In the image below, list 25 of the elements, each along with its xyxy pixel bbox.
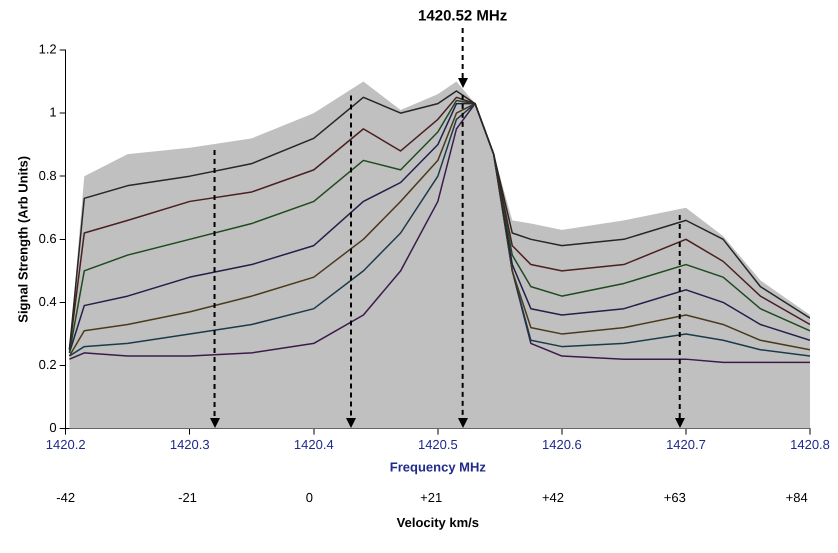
y-tick-label: 0.2 (38, 357, 57, 372)
ref-line-label: 1420.52 MHz (418, 8, 508, 25)
x-tick-label: 1420.8 (790, 436, 830, 452)
x2-tick-label: 0 (306, 490, 313, 506)
x2-tick-label: -21 (178, 490, 197, 506)
x2-tick-label: -42 (56, 490, 76, 506)
x-tick-label: 1420.7 (666, 436, 706, 452)
y-tick-label: 0.6 (38, 230, 57, 246)
y-tick-label: 0.8 (38, 168, 57, 183)
x-tick-label: 1420.3 (170, 436, 210, 452)
x2-tick-label: +42 (542, 490, 564, 506)
x2-tick-label: +21 (420, 490, 442, 506)
x-tick-label: 1420.2 (46, 436, 86, 452)
x2-axis-title: Velocity km/s (396, 514, 480, 530)
x2-tick-label: +84 (786, 490, 808, 506)
y-tick-label: 1 (49, 104, 57, 120)
y-tick-label: 0 (49, 420, 57, 436)
x-tick-label: 1420.4 (294, 436, 334, 452)
x-axis-title: Frequency MHz (390, 460, 486, 475)
x2-tick-label: +63 (664, 490, 686, 506)
x-tick-label: 1420.6 (542, 436, 582, 452)
x-tick-label: 1420.5 (418, 436, 458, 452)
y-tick-label: 1.2 (38, 42, 57, 57)
y-tick-label: 0.4 (38, 294, 57, 309)
y-axis-title: Signal Strength (Arb Units) (15, 156, 30, 323)
